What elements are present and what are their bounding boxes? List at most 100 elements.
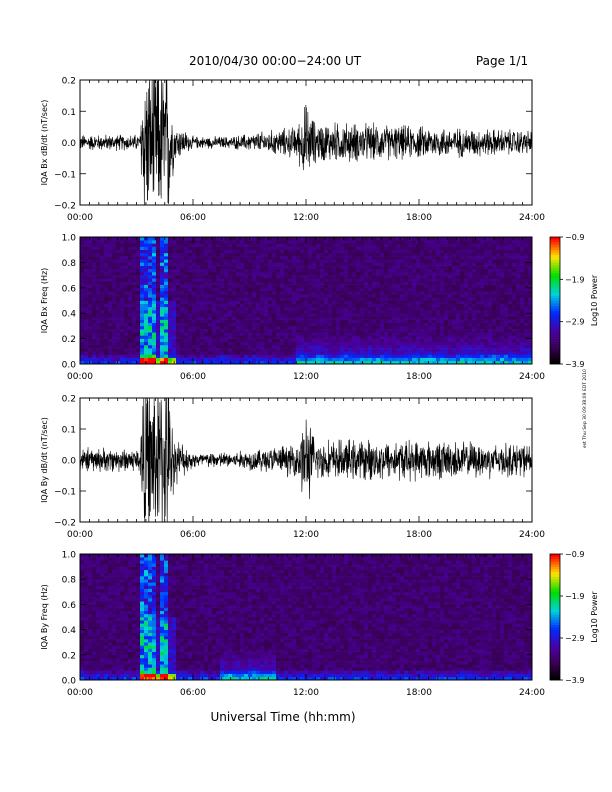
x-tick-label: 00:00 <box>67 213 93 223</box>
colorbar-segment <box>550 634 560 638</box>
colorbar-segment <box>550 310 560 314</box>
colorbar-tick-label: −3.9 <box>565 676 584 685</box>
y-axis-label: IQA Bx dB/dt (nT/sec) <box>40 100 49 186</box>
waveform-panel-3: −0.2 −0.1 0.0 0.1 0.2 00:00 06:00 12:00 18:00 24:… <box>40 395 545 541</box>
colorbar-segment <box>550 325 560 329</box>
colorbar-segment <box>550 267 560 271</box>
colorbar-segment <box>550 599 560 603</box>
colorbar-segment <box>550 249 560 253</box>
colorbar-segment <box>550 556 560 560</box>
colorbar-segment <box>550 584 560 588</box>
colorbar-segment <box>550 303 560 306</box>
y-tick-label: 0.2 <box>62 77 76 87</box>
colorbar-segment <box>550 292 560 296</box>
y-tick-label: 0.4 <box>62 310 77 320</box>
y-tick-label: 1.0 <box>62 234 77 244</box>
y-tick-label: 0.2 <box>62 651 76 661</box>
colorbar-segment <box>550 272 560 276</box>
colorbar-segment <box>550 601 560 605</box>
colorbar-segment <box>550 237 560 240</box>
colorbar-segment <box>550 336 560 339</box>
colorbar-segment <box>550 624 560 628</box>
y-tick-label: 0.1 <box>62 426 76 436</box>
x-tick-label: 24:00 <box>519 530 545 540</box>
y-tick-label: 0.0 <box>62 361 77 371</box>
colorbar-tick-label: −1.9 <box>565 592 584 601</box>
colorbar-segment <box>550 564 560 567</box>
colorbar-segment <box>550 257 560 261</box>
colorbar-segment <box>550 315 560 319</box>
colorbar-segment <box>550 652 560 656</box>
colorbar-label: Log10 Power <box>590 591 599 643</box>
y-tick-label: 0.2 <box>62 395 76 405</box>
colorbar-segment <box>550 576 560 580</box>
colorbar-segment <box>550 594 560 598</box>
colorbar-segment <box>550 642 560 646</box>
colorbar-segment <box>550 654 560 658</box>
x-tick-label: 00:00 <box>67 688 93 698</box>
spectrogram-panel-4: 0.0 0.2 0.4 0.6 0.8 1.0 00:00 06:00 12:00 18:00 24… <box>40 550 599 698</box>
colorbar-segment <box>550 348 560 352</box>
colorbar-segment <box>550 647 560 651</box>
colorbar-segment <box>550 614 560 618</box>
figure-title: 2010/04/30 00:00−24:00 UT <box>189 54 362 68</box>
colorbar-segment <box>550 589 560 593</box>
colorbar-segment <box>550 356 560 360</box>
colorbar-segment <box>550 333 560 337</box>
waveform-trace <box>80 80 532 205</box>
y-axis-label: IQA By dB/dt (nT/sec) <box>40 417 49 503</box>
colorbar-segment <box>550 662 560 666</box>
colorbar-tick-label: −0.9 <box>565 550 584 559</box>
colorbar-segment <box>550 320 560 324</box>
colorbar-segment <box>550 277 560 281</box>
x-tick-label: 18:00 <box>406 213 432 223</box>
colorbar-segment <box>550 287 560 291</box>
x-tick-label: 18:00 <box>406 530 432 540</box>
colorbar-segment <box>550 295 560 299</box>
colorbar-segment <box>550 619 560 623</box>
y-tick-label: 0.8 <box>62 576 77 586</box>
colorbar-segment <box>550 351 560 355</box>
x-tick-label: 00:00 <box>67 530 93 540</box>
colorbar-segment <box>550 239 560 243</box>
spectrogram-panel-2: 0.0 0.2 0.4 0.6 0.8 1.0 00:00 06:00 12:00 18:00 24… <box>40 233 599 382</box>
x-tick-label: 18:00 <box>406 688 432 698</box>
colorbar-segment <box>550 637 560 640</box>
colorbar-segment <box>550 305 560 309</box>
colorbar-segment <box>550 672 560 676</box>
colorbar-segment <box>550 259 560 263</box>
y-tick-label: −0.2 <box>54 519 76 529</box>
y-tick-label: 0.8 <box>62 259 77 269</box>
colorbar-segment <box>550 242 560 245</box>
y-tick-label: 0.6 <box>62 601 77 611</box>
colorbar-tick-label: −1.9 <box>565 275 584 284</box>
colorbar-segment <box>550 358 560 362</box>
colorbar-segment <box>550 664 560 668</box>
colorbar-segment <box>550 330 560 334</box>
colorbar-segment <box>550 604 560 608</box>
colorbar-segment <box>550 308 560 311</box>
colorbar-segment <box>550 667 560 671</box>
colorbar-segment <box>550 674 560 678</box>
colorbar-segment <box>550 632 560 635</box>
colorbar-tick-label: −2.9 <box>565 318 584 327</box>
x-tick-label: 12:00 <box>293 372 319 382</box>
colorbar-segment <box>550 328 560 332</box>
x-axis-title: Universal Time (hh:mm) <box>210 710 355 724</box>
panels: −0.2 −0.1 0.0 0.1 0.2 00:00 06:00 12:00 18:00 24:… <box>40 77 599 699</box>
colorbar-label: Log10 Power <box>590 274 599 326</box>
x-tick-label: 06:00 <box>180 688 206 698</box>
y-tick-label: 0.0 <box>62 677 77 687</box>
colorbar-segment <box>550 343 560 347</box>
colorbar-segment <box>550 254 560 258</box>
colorbar-segment <box>550 262 560 266</box>
colorbar-segment <box>550 657 560 661</box>
colorbar-segment <box>550 579 560 583</box>
colorbar-segment <box>550 282 560 286</box>
colorbar-segment <box>550 280 560 284</box>
waveform-panel-1: −0.2 −0.1 0.0 0.1 0.2 00:00 06:00 12:00 18:00 24:… <box>40 77 545 224</box>
y-axis-label: IQA Bx Freq (Hz) <box>40 268 49 334</box>
spectrogram-cells <box>80 237 533 365</box>
y-tick-label: 1.0 <box>62 551 77 561</box>
y-tick-label: 0.4 <box>62 626 77 636</box>
